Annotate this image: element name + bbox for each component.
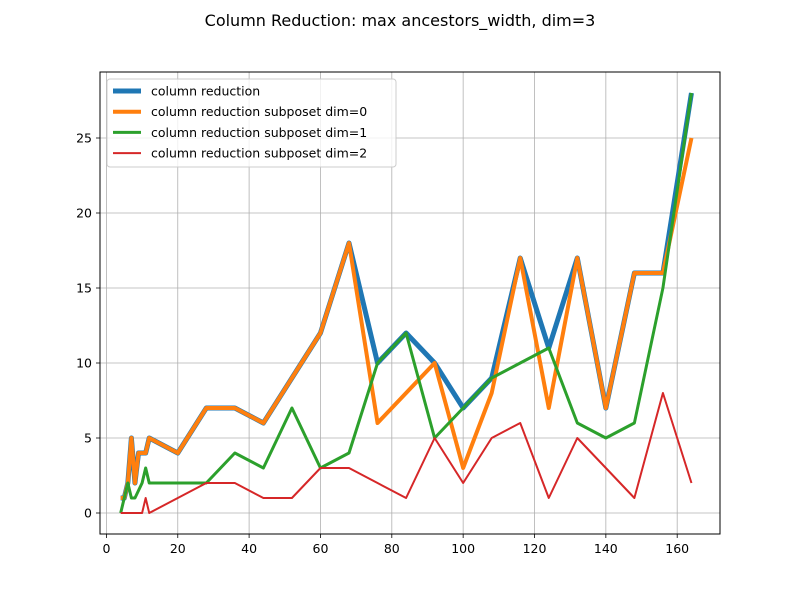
x-tick-label: 100 xyxy=(451,541,475,556)
y-tick-label: 25 xyxy=(76,131,92,146)
x-tick-label: 120 xyxy=(523,541,547,556)
chart-title: Column Reduction: max ancestors_width, d… xyxy=(205,11,596,31)
series-line-2 xyxy=(119,92,693,514)
series-line-1 xyxy=(120,137,694,500)
x-tick-label: 160 xyxy=(665,541,689,556)
series-line-3 xyxy=(120,392,693,514)
y-tick-label: 10 xyxy=(76,356,92,371)
x-tick-label: 0 xyxy=(102,541,110,556)
axes-frame xyxy=(99,71,721,535)
x-tick-label: 60 xyxy=(313,541,329,556)
x-tick-label: 40 xyxy=(241,541,257,556)
legend-label-0: column reduction xyxy=(151,84,260,99)
legend-label-2: column reduction subposet dim=1 xyxy=(151,125,367,140)
y-tick-label: 0 xyxy=(84,506,92,521)
x-tick-label: 20 xyxy=(170,541,186,556)
y-tick-label: 20 xyxy=(76,206,92,221)
y-tick-label: 5 xyxy=(84,431,92,446)
x-tick-label: 140 xyxy=(594,541,618,556)
y-tick-label: 15 xyxy=(76,281,92,296)
x-tick-label: 80 xyxy=(384,541,400,556)
legend-label-3: column reduction subposet dim=2 xyxy=(151,146,367,161)
legend-box xyxy=(106,78,397,168)
plot-area: 0 20 40 60 80 100 120 140 160 0 5 10 15 20 25 column re… xyxy=(76,71,721,556)
legend: column reduction column reduction subpose… xyxy=(106,78,397,168)
legend-label-1: column reduction subposet dim=0 xyxy=(151,104,367,119)
